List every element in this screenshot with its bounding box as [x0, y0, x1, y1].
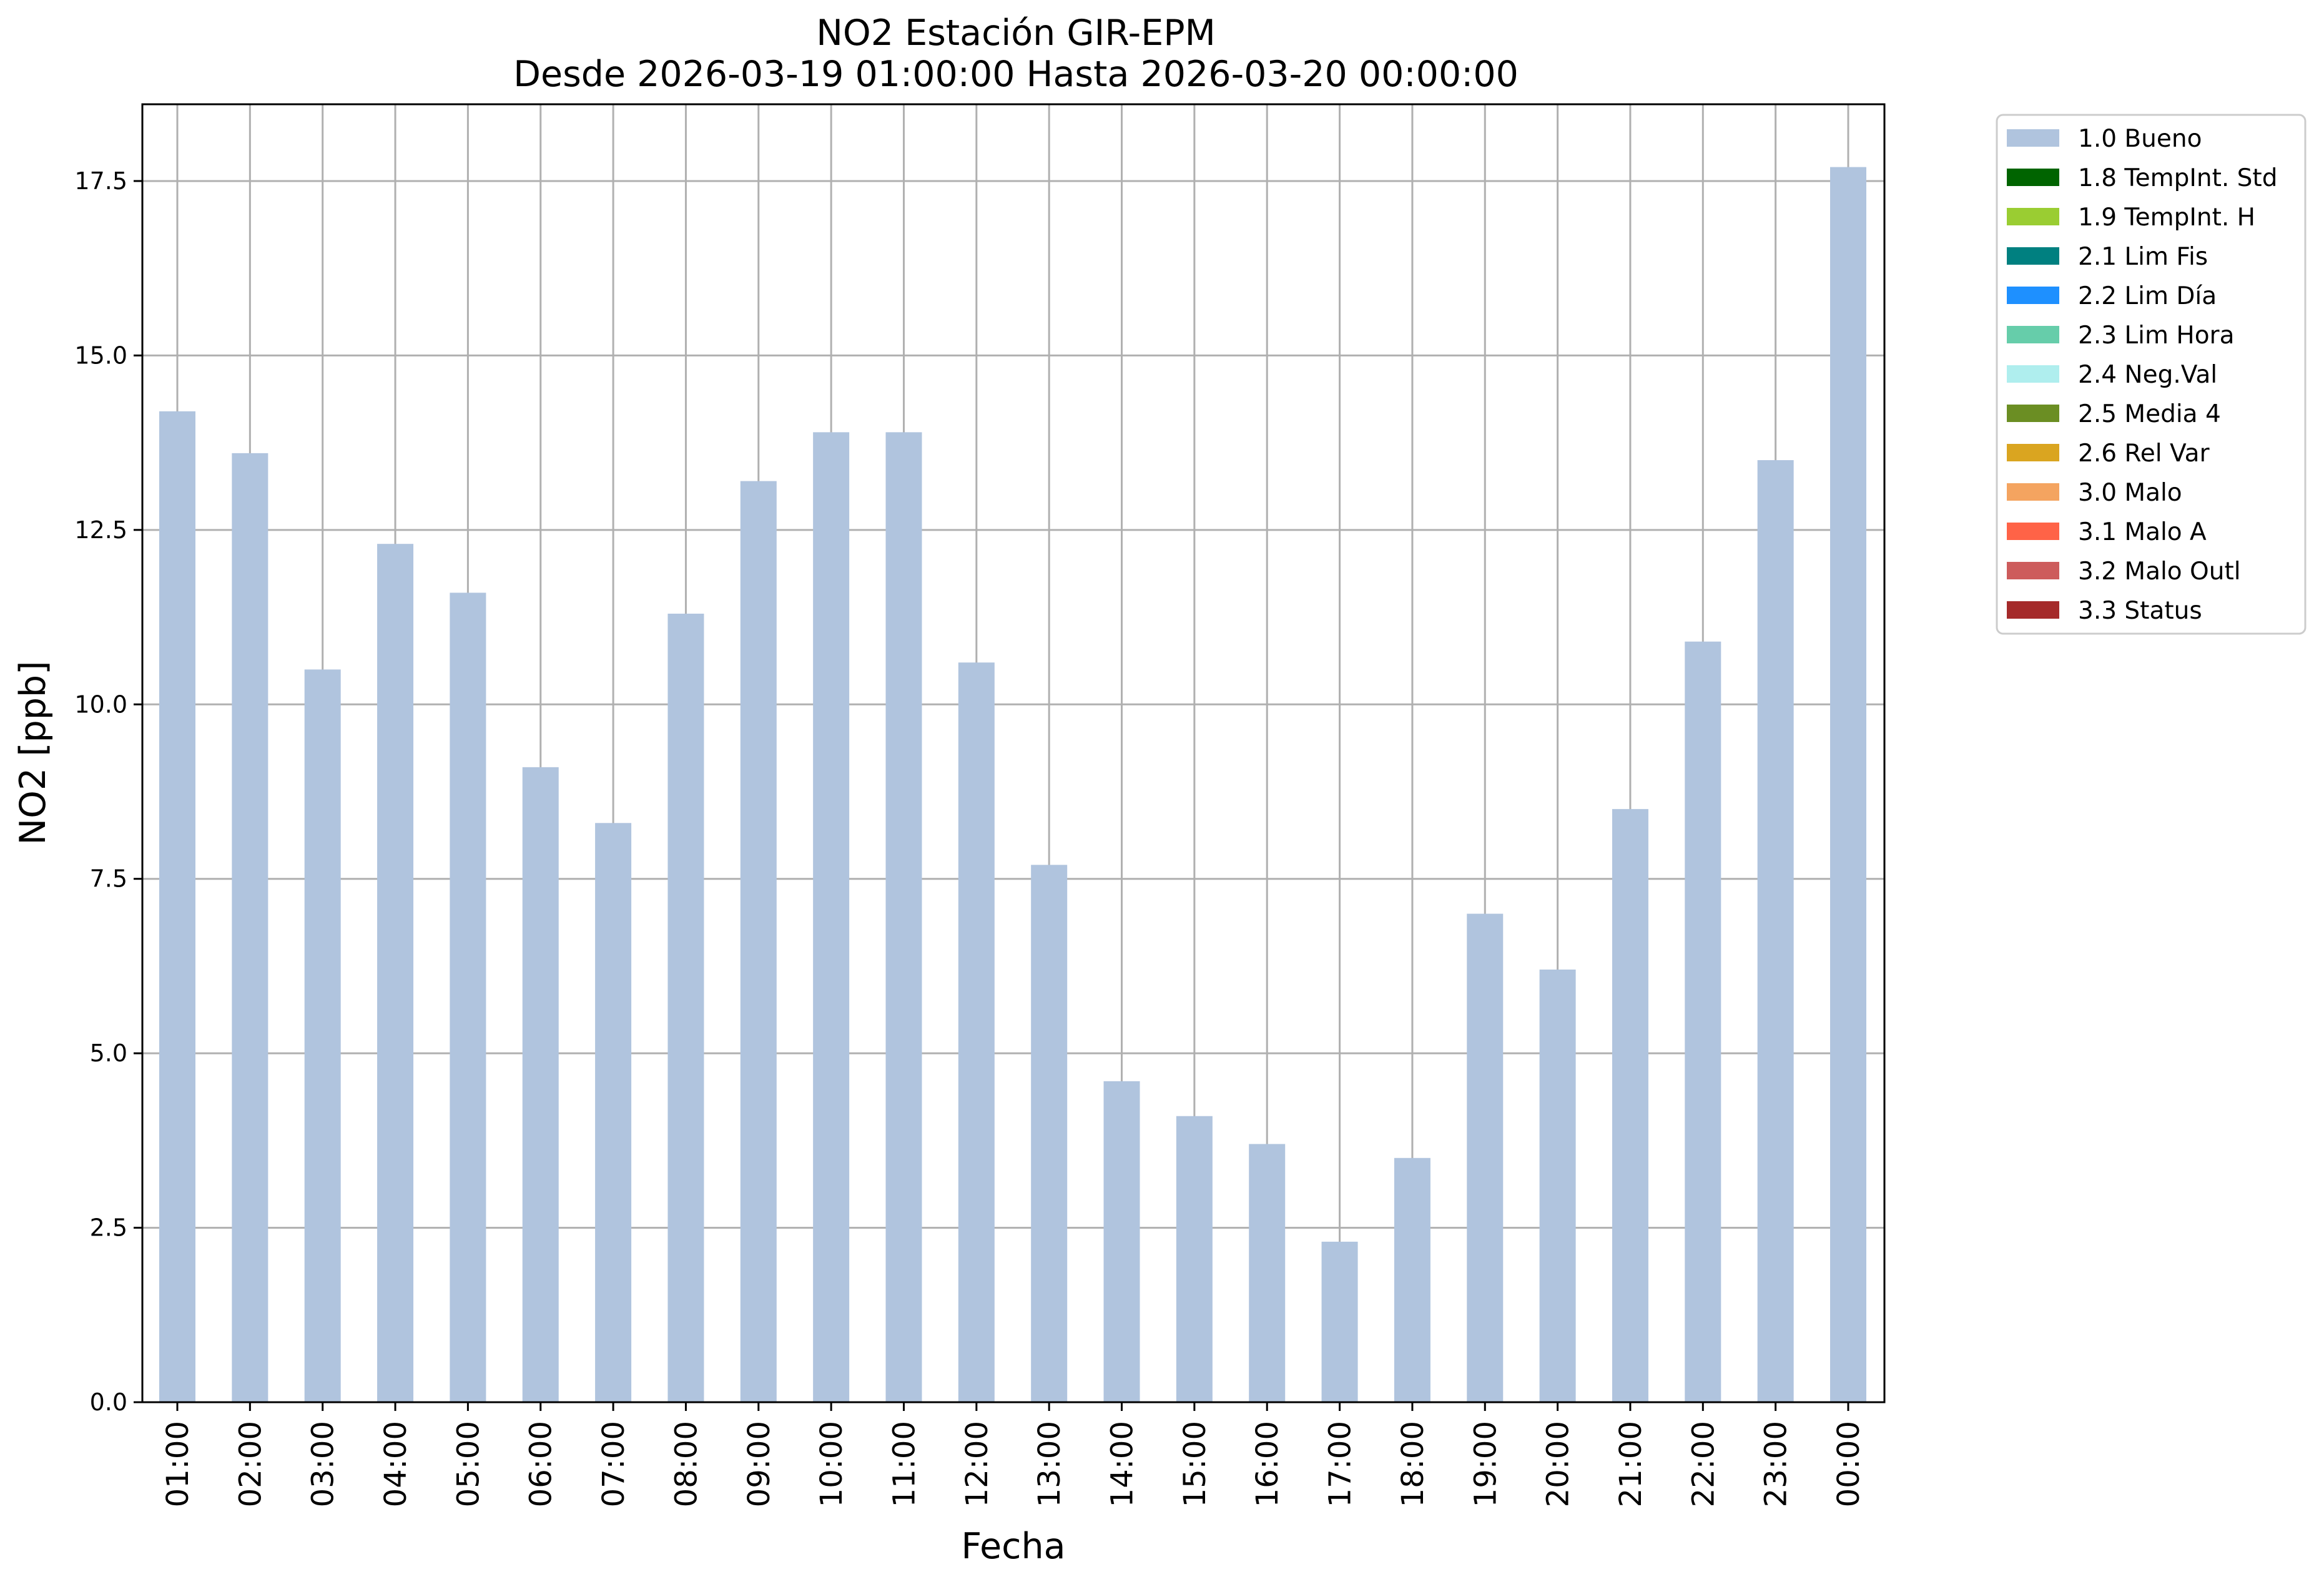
x-tick-label: 02:00 — [233, 1421, 268, 1507]
y-tick-label: 12.5 — [74, 516, 127, 544]
legend-swatch — [2007, 247, 2059, 265]
bar-1500 — [1176, 1116, 1213, 1402]
legend-label: 3.3 Status — [2078, 597, 2202, 625]
x-tick-label: 10:00 — [814, 1421, 849, 1507]
y-tick-label: 7.5 — [90, 865, 127, 893]
x-tick-label: 23:00 — [1759, 1421, 1794, 1507]
legend-swatch — [2007, 405, 2059, 422]
y-tick-label: 10.0 — [74, 690, 127, 718]
bar-2200 — [1685, 641, 1721, 1402]
legend-swatch — [2007, 169, 2059, 186]
x-tick-label: 01:00 — [160, 1421, 195, 1507]
bar-0700 — [595, 823, 632, 1402]
x-axis: 01:00 02:00 03:00 04:00 05:00 06:00 07:00 08:00… — [160, 1402, 1866, 1507]
legend-swatch — [2007, 365, 2059, 383]
bar-0300 — [304, 669, 341, 1402]
legend-swatch — [2007, 562, 2059, 579]
plot-area-frame — [141, 103, 1886, 1403]
bar-2300 — [1757, 460, 1794, 1403]
bars-layer — [159, 167, 1866, 1403]
x-tick-label: 22:00 — [1686, 1421, 1721, 1507]
legend-label: 2.3 Lim Hora — [2078, 322, 2235, 350]
legend-label: 2.2 Lim Día — [2078, 282, 2217, 310]
x-tick-label: 17:00 — [1323, 1421, 1358, 1507]
x-tick-label: 12:00 — [960, 1421, 995, 1507]
x-tick-label: 14:00 — [1105, 1421, 1140, 1507]
x-tick-label: 09:00 — [742, 1421, 777, 1507]
x-axis-label: Fecha — [961, 1526, 1065, 1567]
y-axis: 0.0 2.5 5.0 7.5 10.0 12.5 15.0 17.5 — [74, 167, 142, 1416]
x-tick-label: 15:00 — [1178, 1421, 1213, 1507]
bar-0000 — [1830, 167, 1866, 1402]
legend-items: 1.0 Bueno 1.8 TempInt. Std 1.9 TempInt. H 2… — [2007, 125, 2277, 625]
bar-1000 — [813, 432, 850, 1403]
y-tick-label: 2.5 — [90, 1214, 127, 1242]
y-tick-label: 5.0 — [90, 1039, 127, 1067]
bar-1100 — [885, 432, 922, 1403]
chart-subtitle: Desde 2026-03-19 01:00:00 Hasta 2026-03-… — [513, 54, 1519, 95]
legend-label: 2.6 Rel Var — [2078, 440, 2210, 468]
legend-swatch — [2007, 208, 2059, 225]
bar-0200 — [232, 453, 268, 1402]
legend-swatch — [2007, 444, 2059, 461]
bar-1400 — [1103, 1081, 1140, 1402]
bar-1200 — [958, 662, 995, 1402]
y-tick-label: 0.0 — [90, 1388, 127, 1416]
legend-swatch — [2007, 129, 2059, 147]
legend-label: 2.1 Lim Fis — [2078, 243, 2208, 271]
x-tick-label: 13:00 — [1032, 1421, 1067, 1507]
x-tick-label: 00:00 — [1831, 1421, 1866, 1507]
bar-0500 — [450, 592, 486, 1402]
legend-label: 2.5 Media 4 — [2078, 400, 2221, 428]
x-tick-label: 03:00 — [306, 1421, 341, 1507]
x-tick-label: 05:00 — [451, 1421, 486, 1507]
x-tick-label: 20:00 — [1541, 1421, 1576, 1507]
x-tick-label: 07:00 — [596, 1421, 631, 1507]
y-tick-label: 17.5 — [74, 167, 127, 195]
x-tick-label: 04:00 — [378, 1421, 413, 1507]
legend-label: 3.2 Malo Outl — [2078, 558, 2241, 586]
x-tick-label: 18:00 — [1396, 1421, 1430, 1507]
x-tick-label: 11:00 — [887, 1421, 922, 1507]
bar-2100 — [1612, 808, 1648, 1402]
legend-box — [1996, 114, 2307, 635]
legend-swatch — [2007, 601, 2059, 619]
legend-label: 3.1 Malo A — [2078, 518, 2207, 546]
legend-label: 1.9 TempInt. H — [2078, 204, 2255, 232]
chart-title: NO2 Estación GIR-EPM — [816, 12, 1216, 54]
x-tick-label: 16:00 — [1250, 1421, 1285, 1507]
legend-label: 1.0 Bueno — [2078, 125, 2202, 153]
bar-0800 — [667, 613, 704, 1402]
bar-1300 — [1031, 865, 1068, 1402]
legend-label: 2.4 Neg.Val — [2078, 361, 2217, 389]
legend-label: 1.8 TempInt. Std — [2078, 164, 2277, 192]
bar-2000 — [1539, 970, 1576, 1402]
legend-swatch — [2007, 483, 2059, 501]
bar-1800 — [1394, 1157, 1430, 1402]
bar-0600 — [522, 767, 559, 1402]
bar-0900 — [740, 481, 777, 1403]
bar-1700 — [1321, 1241, 1358, 1402]
y-tick-label: 15.0 — [74, 341, 127, 369]
x-tick-label: 21:00 — [1613, 1421, 1648, 1507]
bar-1600 — [1249, 1144, 1286, 1402]
legend-swatch — [2007, 287, 2059, 304]
x-tick-label: 19:00 — [1468, 1421, 1503, 1507]
legend-swatch — [2007, 326, 2059, 343]
x-tick-label: 06:00 — [524, 1421, 559, 1507]
bar-0400 — [377, 544, 414, 1402]
legend-label: 3.0 Malo — [2078, 479, 2182, 507]
bar-1900 — [1467, 913, 1504, 1402]
legend: 1.0 Bueno 1.8 TempInt. Std 1.9 TempInt. H 2… — [1996, 114, 2307, 635]
bar-0100 — [159, 411, 195, 1403]
x-tick-label: 08:00 — [669, 1421, 704, 1507]
y-axis-label: NO2 [ppb] — [12, 661, 54, 845]
legend-swatch — [2007, 523, 2059, 540]
